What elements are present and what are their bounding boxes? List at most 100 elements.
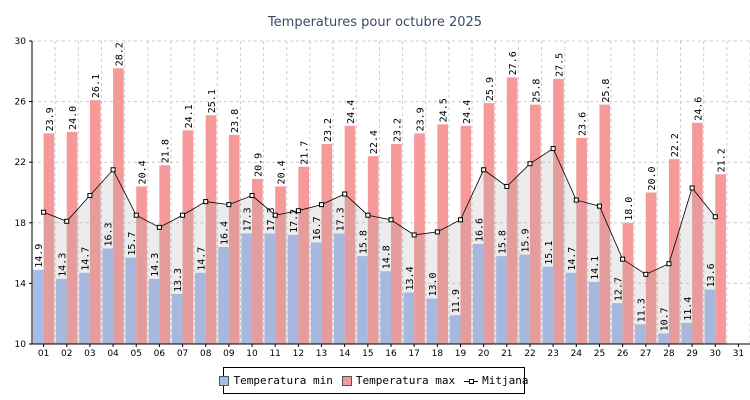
bar-min (218, 247, 229, 344)
bar-min (380, 271, 391, 344)
bar-min (704, 289, 716, 344)
x-tick-label: 25 (594, 349, 605, 359)
x-tick-label: 24 (571, 349, 583, 359)
bar-max (506, 77, 518, 345)
bar-min (542, 266, 554, 344)
data-label-min: 15.7 (127, 232, 138, 256)
data-label-min: 17.2 (289, 209, 300, 233)
mean-point (133, 212, 139, 218)
mean-point (411, 232, 417, 238)
x-tick-label: 30 (710, 349, 722, 359)
bar-max (136, 186, 147, 344)
mean-point (596, 203, 602, 209)
bar-max (529, 104, 541, 344)
bar-min (519, 254, 530, 344)
y-tick-label: 22 (15, 158, 26, 168)
mean-point (64, 218, 70, 224)
data-label-min: 14.3 (57, 253, 68, 277)
data-label-min: 16.4 (220, 221, 231, 245)
legend: Temperatura min Temperatura max Mitjana (219, 367, 529, 394)
mean-point (180, 212, 186, 218)
bar-min (310, 242, 322, 344)
data-label-max: 23.2 (392, 118, 403, 142)
bar-min (496, 256, 507, 344)
legend-item-mean: Mitjana (464, 374, 529, 387)
x-tick-label: 21 (501, 349, 512, 359)
bar-min (588, 281, 600, 344)
bar-max (599, 104, 611, 344)
mean-point (365, 212, 371, 218)
bar-max (344, 125, 356, 344)
bar-min (32, 269, 44, 344)
data-label-max: 18.0 (624, 197, 635, 221)
x-tick-label: 07 (177, 349, 188, 359)
data-label-max: 25.8 (531, 79, 542, 103)
data-label-min: 11.4 (683, 297, 694, 321)
data-label-max: 23.9 (45, 107, 56, 131)
legend-item-min: Temperatura min (219, 374, 333, 387)
data-label-max: 21.7 (300, 141, 311, 165)
data-label-min: 14.3 (150, 253, 161, 277)
bar-max (205, 115, 217, 344)
bar-max (66, 131, 78, 344)
x-tick-label: 18 (432, 349, 444, 359)
mean-point (643, 271, 649, 277)
bar-min (148, 278, 160, 344)
bar-min (472, 244, 484, 344)
bar-max (252, 178, 263, 344)
legend-line-symbol (464, 376, 479, 386)
mean-point (620, 256, 626, 262)
mean-line-layer (41, 146, 718, 277)
bar-min (195, 272, 206, 344)
data-label-max: 23.6 (578, 112, 589, 136)
data-label-min: 13.3 (173, 268, 184, 292)
x-tick-label: 20 (478, 349, 490, 359)
x-tick-label: 12 (293, 349, 304, 359)
data-label-min: 15.9 (521, 229, 532, 253)
x-tick-label: 27 (640, 349, 651, 359)
data-label-max: 24.4 (462, 100, 473, 124)
legend-item-max: Temperatura max (341, 374, 455, 387)
mean-point (712, 214, 718, 220)
mean-point (388, 217, 394, 223)
bar-min (56, 278, 67, 344)
mean-point (342, 191, 348, 197)
bar-max (414, 133, 425, 344)
bar-max (391, 144, 402, 344)
x-tick-label: 02 (61, 349, 72, 359)
bar-min (681, 322, 693, 344)
mean-point (156, 224, 162, 230)
x-tick-label: 08 (200, 349, 212, 359)
data-label-max: 22.2 (670, 133, 681, 157)
mean-line (43, 147, 716, 275)
y-tick-label: 10 (15, 340, 27, 350)
mean-point (295, 208, 301, 214)
bar-max (437, 124, 448, 344)
data-label-max: 23.9 (415, 107, 426, 131)
bar-min (334, 233, 345, 344)
bar-max (576, 137, 587, 344)
data-label-min: 17.3 (335, 207, 346, 231)
mean-point (550, 146, 556, 152)
mean-point (87, 193, 93, 199)
data-label-max: 26.1 (91, 74, 102, 98)
data-label-min: 10.7 (660, 307, 671, 331)
bar-min (658, 333, 669, 344)
data-label-max: 24.4 (346, 100, 357, 124)
x-tick-label: 04 (107, 349, 119, 359)
data-label-min: 15.1 (544, 241, 555, 265)
mean-point (249, 193, 255, 199)
y-tick-label: 26 (15, 98, 27, 108)
mean-point (203, 199, 209, 205)
bar-max (460, 125, 472, 344)
x-tick-label: 01 (38, 349, 49, 359)
bar-max (367, 156, 379, 344)
bar-max (298, 166, 310, 344)
mean-point (110, 167, 116, 173)
x-tick-label: 29 (686, 349, 698, 359)
data-label-max: 21.2 (717, 148, 728, 172)
x-tick-label: 05 (130, 349, 141, 359)
data-label-max: 24.0 (68, 106, 79, 130)
x-tick-label: 03 (84, 349, 95, 359)
x-tick-label: 19 (455, 349, 467, 359)
